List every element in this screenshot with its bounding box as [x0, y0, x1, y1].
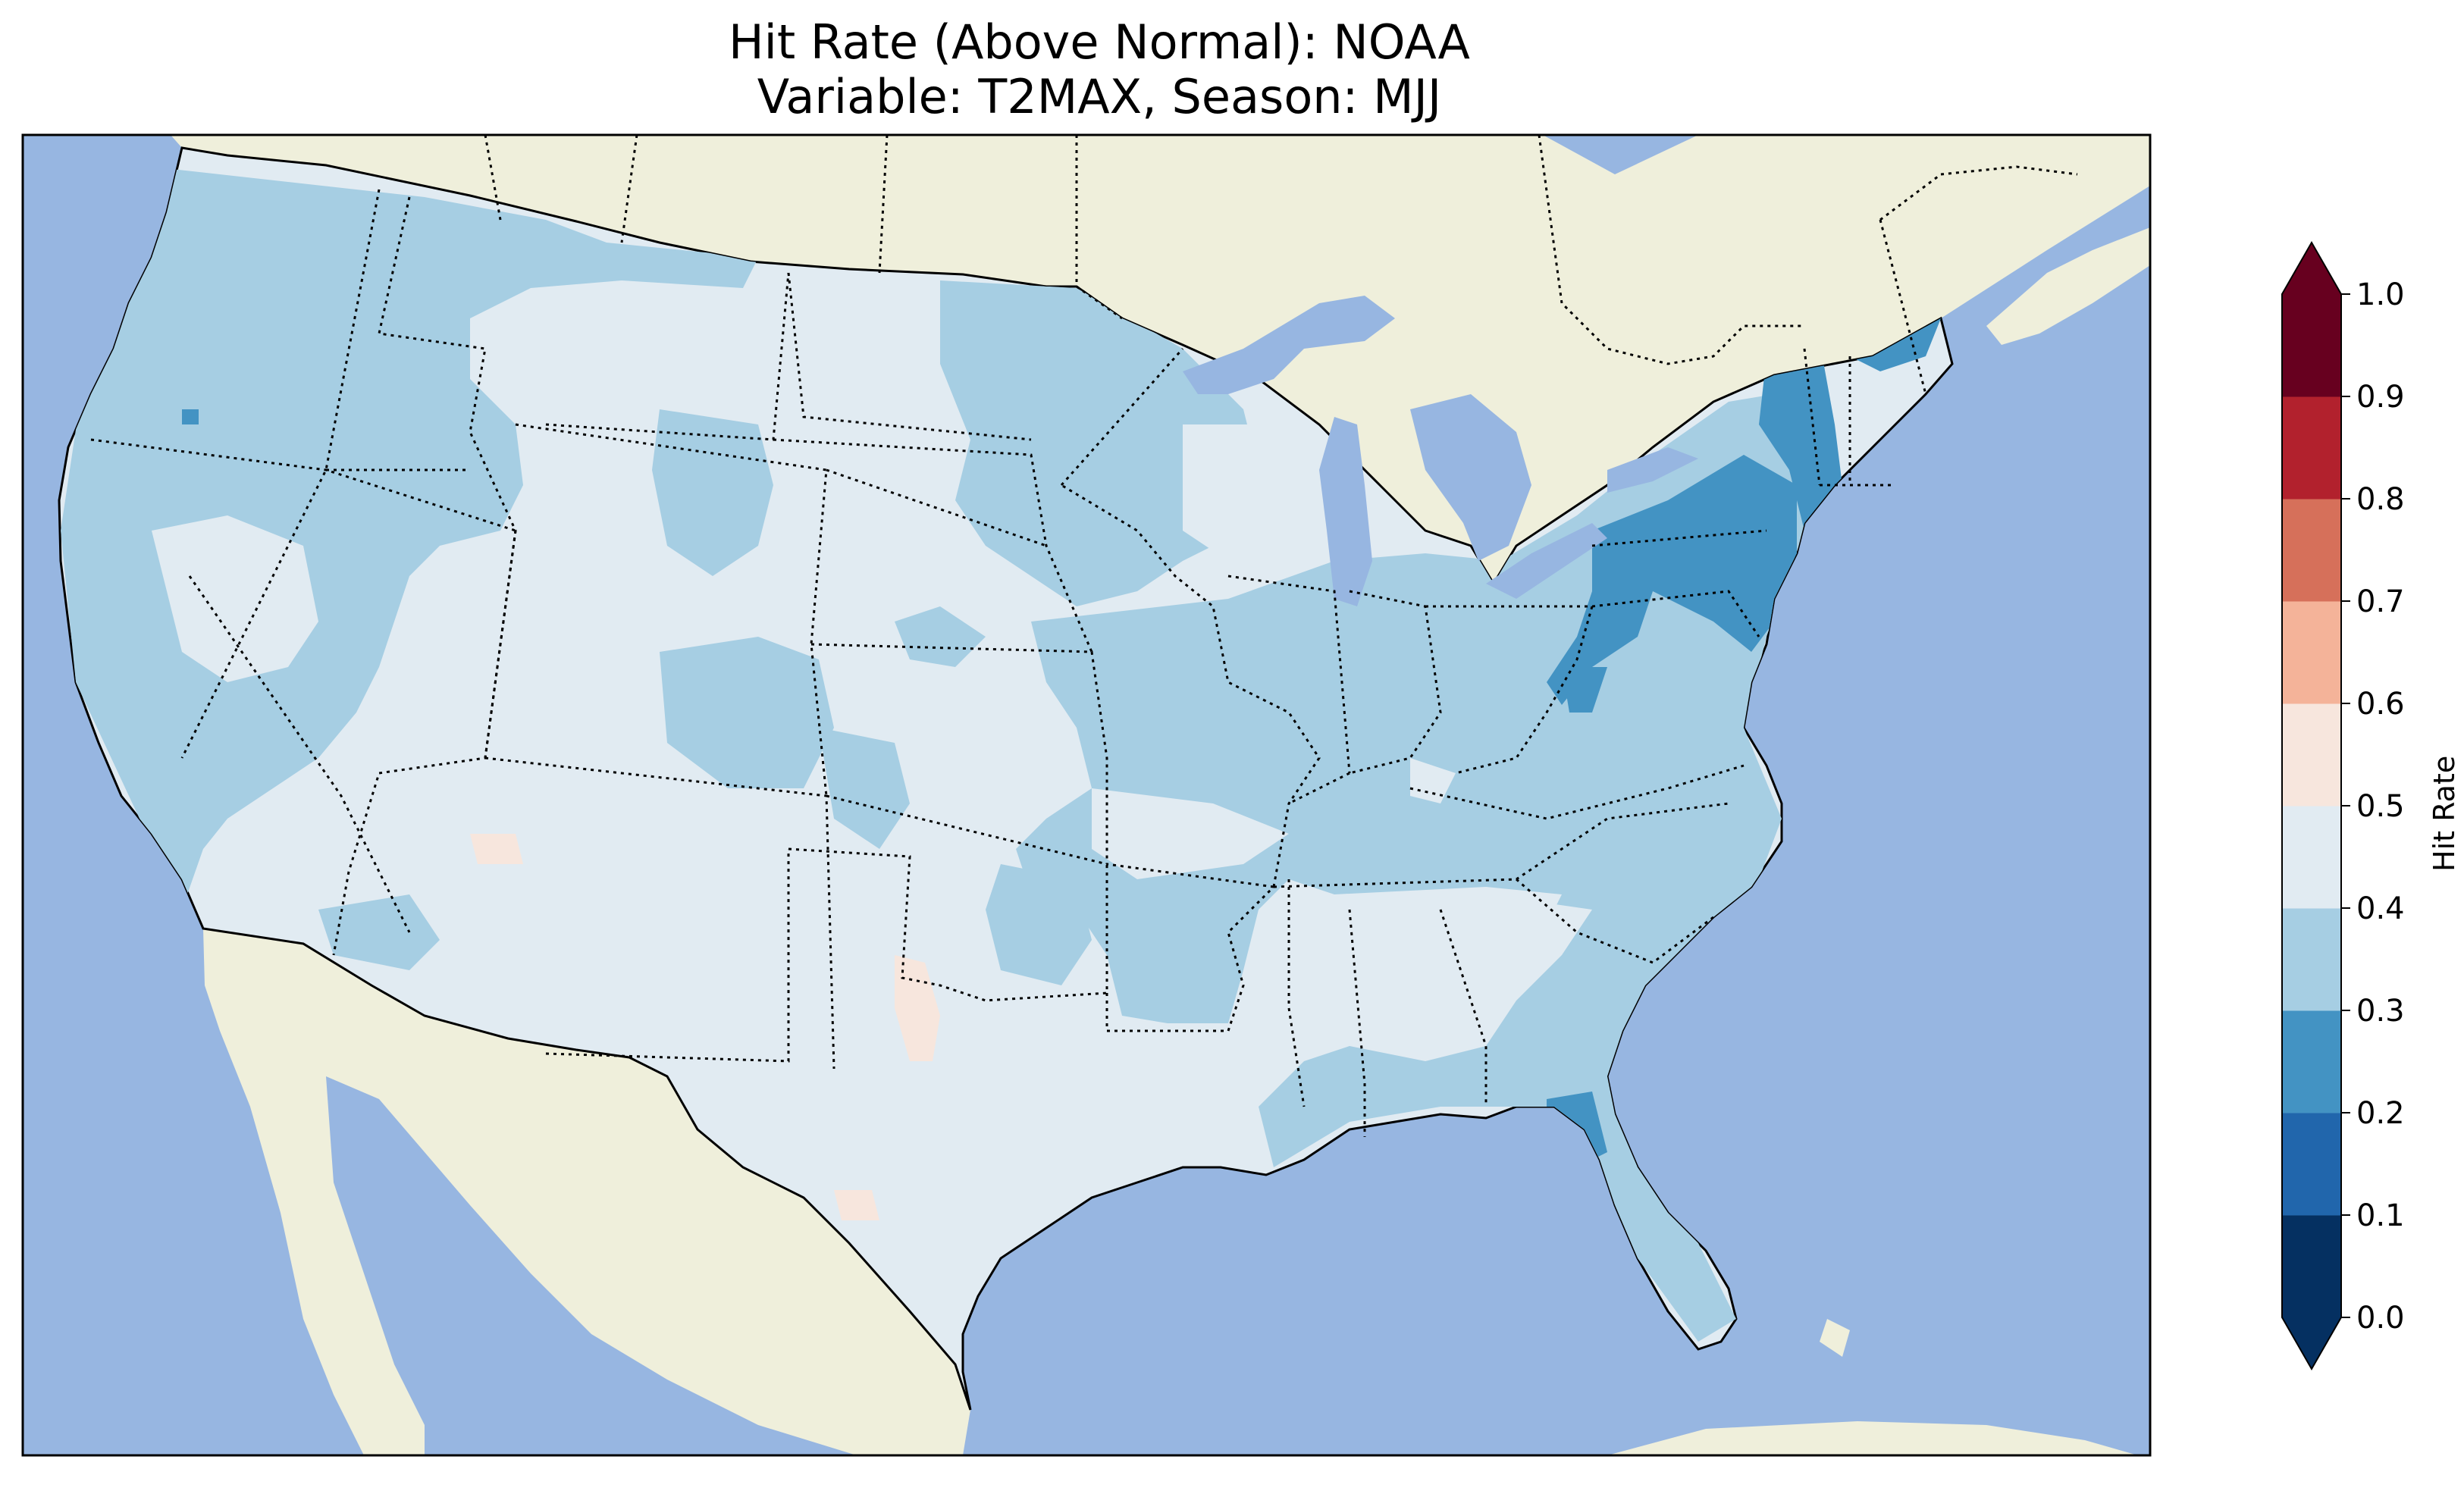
- colorbar-tick-label: 0.1: [2356, 1198, 2405, 1233]
- colorbar-tick-label: 0.6: [2356, 687, 2405, 722]
- colorbar-extend-top: [2282, 243, 2341, 294]
- mexico-land: [203, 929, 970, 1455]
- map-frame-content: [23, 135, 2150, 1455]
- bahamas-1: [1820, 1319, 1850, 1357]
- colorbar-tick-label: 0.2: [2356, 1096, 2405, 1131]
- colorbar-bin: [2282, 806, 2341, 909]
- hit-rate-0.4-0.5-islands: [1092, 424, 1562, 1031]
- lake-huron: [1410, 394, 1531, 561]
- great-lakes: [1183, 296, 1698, 606]
- cuba: [1607, 1421, 2138, 1455]
- colorbar-bin: [2282, 1113, 2341, 1216]
- chart-title-line2: Variable: T2MAX, Season: MJJ: [757, 69, 1442, 124]
- lake-erie: [1486, 523, 1607, 599]
- canada-land: [171, 135, 2150, 584]
- colorbar-tick-label: 0.9: [2356, 380, 2405, 415]
- hit-rate-0.5-0.6: [470, 834, 940, 1220]
- colorbar-bin: [2282, 499, 2341, 602]
- colorbar-bin: [2282, 396, 2341, 500]
- colorbar-tick-label: 0.4: [2356, 891, 2405, 926]
- colorbar-tick-label: 0.5: [2356, 789, 2405, 824]
- lake-michigan: [1319, 417, 1372, 606]
- colorbar-tick-label: 0.8: [2356, 482, 2405, 517]
- colorbar-tick-label: 1.0: [2356, 277, 2405, 312]
- colorbar-bin: [2282, 1215, 2341, 1318]
- colorbar-bin: [2282, 908, 2341, 1011]
- colorbar-tick-label: 0.3: [2356, 994, 2405, 1029]
- country-borders: [484, 135, 2078, 365]
- colorbar-tick-label: 0.0: [2356, 1301, 2405, 1336]
- lake-superior: [1183, 296, 1395, 394]
- colorbar: 0.0 0.1 0.2 0.3 0.4 0.5 0.6 0.7 0.8 0.9 1.0: [2281, 240, 2405, 1371]
- lake-ontario: [1607, 447, 1698, 493]
- state-borders: [90, 189, 1927, 1137]
- colorbar-bin: [2282, 294, 2341, 397]
- nova-scotia: [1986, 227, 2150, 345]
- colorbar-bin: [2282, 703, 2341, 807]
- chart-title-line1: Hit Rate (Above Normal): NOAA: [729, 14, 1470, 70]
- colorbar-extend-bottom: [2282, 1317, 2341, 1369]
- colorbar-bin: [2282, 1010, 2341, 1113]
- colorbar-bin: [2282, 601, 2341, 704]
- colorbar-tick-label: 0.7: [2356, 584, 2405, 619]
- colorbar-label: Hit Rate: [2428, 755, 2461, 872]
- map-frame: [21, 133, 2152, 1457]
